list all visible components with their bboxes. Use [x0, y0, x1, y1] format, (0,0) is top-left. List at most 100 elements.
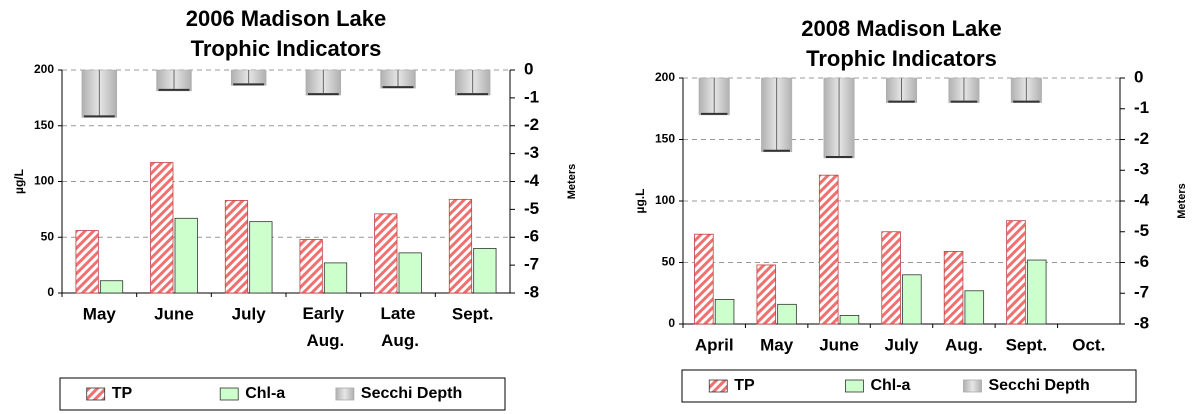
- legend-box: [59, 377, 506, 411]
- secchi-bar: [1010, 77, 1042, 103]
- legend-label: Secchi Depth: [988, 377, 1089, 394]
- chart-title: Trophic Indicators: [806, 46, 997, 71]
- x-tick-label: Early Aug.: [302, 304, 344, 350]
- bar: [448, 198, 473, 294]
- y2-tick-label: -6: [524, 227, 539, 246]
- secchi-bar: [81, 69, 118, 118]
- y2-tick-label: 0: [1134, 67, 1143, 86]
- x-tick-label: Oct.: [1072, 335, 1105, 354]
- secchi-bar: [823, 77, 855, 159]
- bar: [818, 174, 839, 325]
- bar: [964, 290, 985, 325]
- legend-swatch: [219, 387, 239, 401]
- y-axis-title: µg/L: [12, 169, 26, 194]
- x-tick-label: April: [695, 335, 734, 354]
- y2-tick-label: -7: [524, 255, 539, 274]
- x-tick-label: July: [232, 304, 267, 323]
- bar: [323, 262, 348, 294]
- chart-title: 2006 Madison Lake: [186, 6, 387, 31]
- y-tick-label: 0: [47, 285, 54, 299]
- secchi-bar: [454, 69, 491, 96]
- x-tick-label: May: [83, 304, 117, 323]
- secchi-bar: [886, 77, 917, 103]
- y-tick-label: 150: [34, 118, 54, 132]
- bar: [249, 221, 273, 294]
- bar: [75, 230, 99, 294]
- y-tick-label: 100: [655, 193, 675, 207]
- y-tick-label: 150: [655, 132, 675, 146]
- legend-label: TP: [734, 377, 755, 394]
- bar: [398, 252, 422, 294]
- y2-axis-title: Meters: [1176, 183, 1188, 218]
- y2-tick-label: -4: [1134, 190, 1150, 209]
- legend-box: [681, 369, 1137, 403]
- y-tick-label: 50: [41, 229, 55, 243]
- x-tick-label: May: [760, 335, 794, 354]
- legend-swatch: [845, 379, 864, 393]
- y-tick-label: 100: [34, 174, 54, 188]
- y-tick-label: 50: [662, 255, 676, 269]
- y2-tick-label: -5: [524, 199, 539, 218]
- y2-tick-label: -5: [1134, 221, 1149, 240]
- secchi-bar: [761, 77, 793, 153]
- bar: [99, 280, 124, 294]
- y-tick-label: 0: [668, 316, 675, 330]
- secchi-bar: [156, 69, 192, 92]
- bar: [881, 231, 901, 325]
- x-tick-label: Late Aug.: [377, 304, 419, 350]
- y2-tick-label: -3: [524, 143, 539, 162]
- bar: [756, 264, 777, 325]
- legend-label: Chl-a: [245, 385, 285, 402]
- bar: [714, 298, 735, 325]
- x-tick-label: Aug.: [945, 335, 983, 354]
- x-tick-label: Sept.: [1006, 335, 1048, 354]
- legend-label: Secchi Depth: [361, 385, 462, 402]
- bar: [943, 251, 964, 325]
- bar: [777, 303, 797, 325]
- x-tick-label: June: [819, 335, 859, 354]
- bar: [694, 233, 714, 325]
- bar: [839, 314, 860, 325]
- y2-tick-label: -2: [1134, 129, 1149, 148]
- secchi-bar: [380, 69, 416, 89]
- legend-swatch: [708, 379, 728, 393]
- secchi-bar: [230, 69, 267, 86]
- y2-tick-label: -8: [524, 282, 539, 301]
- y-tick-label: 200: [34, 62, 54, 76]
- legend-swatch: [963, 379, 982, 393]
- bar: [174, 217, 198, 294]
- x-tick-label: Sept.: [452, 304, 494, 323]
- secchi-bar: [698, 77, 730, 116]
- chart-title: Trophic Indicators: [191, 36, 382, 61]
- bar: [150, 162, 174, 294]
- x-tick-label: June: [154, 304, 194, 323]
- y2-tick-label: -4: [524, 171, 540, 190]
- bar: [224, 200, 249, 294]
- y2-tick-label: -1: [524, 87, 539, 106]
- y2-axis-title: Meters: [566, 164, 578, 199]
- chart-title: 2008 Madison Lake: [801, 16, 1002, 41]
- bar: [902, 274, 922, 325]
- legend-label: Chl-a: [870, 377, 910, 394]
- y2-tick-label: -2: [524, 115, 539, 134]
- secchi-bar: [948, 77, 980, 103]
- y2-tick-label: -8: [1134, 313, 1149, 332]
- y2-tick-label: 0: [524, 59, 533, 78]
- y2-tick-label: -7: [1134, 283, 1149, 302]
- y2-tick-label: -3: [1134, 160, 1149, 179]
- x-tick-label: July: [884, 335, 919, 354]
- y-tick-label: 200: [655, 70, 675, 84]
- bar: [473, 247, 497, 294]
- bar: [374, 213, 398, 294]
- secchi-bar: [305, 69, 342, 96]
- y2-tick-label: -1: [1134, 98, 1149, 117]
- legend-label: TP: [112, 385, 133, 402]
- y-axis-title: µg.L: [633, 189, 647, 214]
- legend-swatch: [86, 387, 106, 401]
- bar: [1006, 220, 1026, 325]
- y2-tick-label: -6: [1134, 252, 1149, 271]
- legend-swatch: [335, 387, 355, 401]
- bar: [299, 239, 323, 294]
- bar: [1026, 259, 1047, 325]
